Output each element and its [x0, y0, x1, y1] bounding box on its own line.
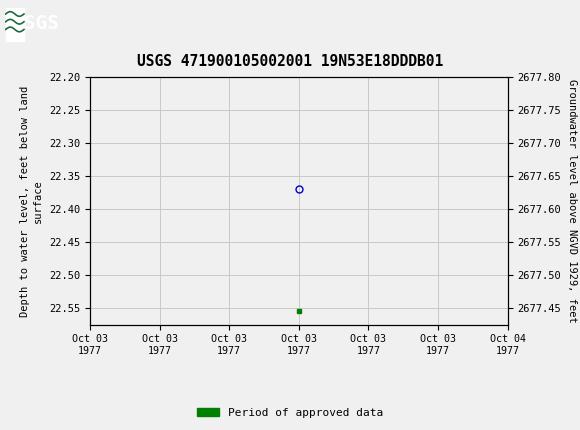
Y-axis label: Depth to water level, feet below land
surface: Depth to water level, feet below land su… — [20, 86, 44, 316]
Y-axis label: Groundwater level above NGVD 1929, feet: Groundwater level above NGVD 1929, feet — [567, 79, 577, 323]
FancyBboxPatch shape — [6, 8, 24, 41]
Text: USGS 471900105002001 19N53E18DDDB01: USGS 471900105002001 19N53E18DDDB01 — [137, 55, 443, 69]
Text: USGS: USGS — [12, 14, 59, 33]
Legend: Period of approved data: Period of approved data — [193, 403, 387, 422]
